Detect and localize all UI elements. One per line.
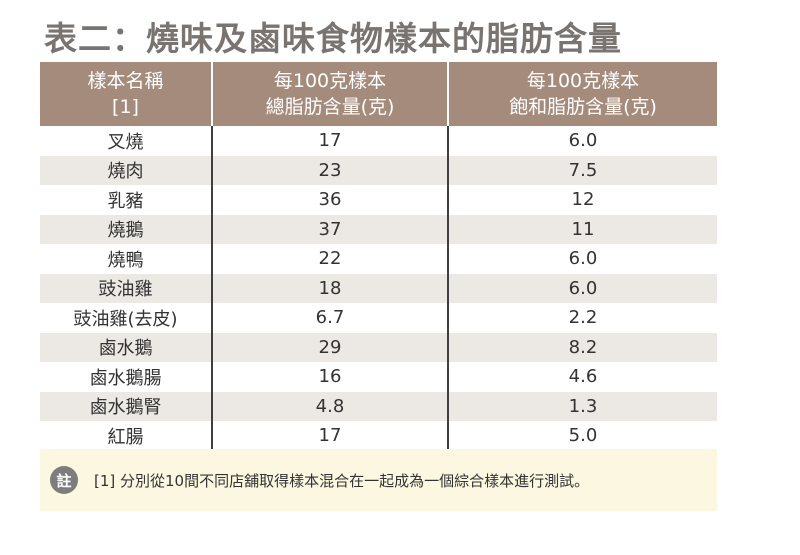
table-row: 豉油雞 18 6.0 <box>40 273 717 303</box>
cell-saturated-fat: 6.0 <box>447 126 717 156</box>
cell-saturated-fat: 12 <box>447 185 717 215</box>
cell-total-fat: 22 <box>211 244 448 274</box>
cell-sample-name: 豉油雞(去皮) <box>40 303 212 333</box>
table-row: 乳豬 36 12 <box>40 185 717 215</box>
table-row: 燒鴨 22 6.0 <box>40 244 717 274</box>
table-row: 豉油雞(去皮) 6.7 2.2 <box>40 303 717 333</box>
cell-sample-name: 鹵水鵝 <box>40 332 212 362</box>
cell-sample-name: 乳豬 <box>40 185 212 215</box>
page-title: 表二：燒味及鹵味食物樣本的脂肪含量 <box>44 19 622 58</box>
cell-total-fat: 4.8 <box>211 391 448 421</box>
table-header-row: 樣本名稱 [1] 每100克樣本 總脂肪含量(克) 每100克樣本 飽和脂肪含量… <box>40 62 717 126</box>
cell-total-fat: 23 <box>211 155 448 185</box>
table-row: 燒肉 23 7.5 <box>40 155 717 185</box>
table-row: 鹵水鵝 29 8.2 <box>40 332 717 362</box>
cell-total-fat: 36 <box>211 185 448 215</box>
cell-total-fat: 6.7 <box>211 303 448 333</box>
cell-saturated-fat: 6.0 <box>447 244 717 274</box>
header-total-fat-line2: 總脂肪含量(克) <box>265 96 395 118</box>
cell-saturated-fat: 6.0 <box>447 273 717 303</box>
fat-content-table: 樣本名稱 [1] 每100克樣本 總脂肪含量(克) 每100克樣本 飽和脂肪含量… <box>40 62 717 451</box>
cell-saturated-fat: 5.0 <box>447 421 717 451</box>
cell-sample-name: 燒鴨 <box>40 244 212 274</box>
cell-saturated-fat: 7.5 <box>447 155 717 185</box>
header-saturated-fat-line1: 每100克樣本 <box>526 70 640 92</box>
cell-total-fat: 29 <box>211 332 448 362</box>
table-row: 燒鵝 37 11 <box>40 214 717 244</box>
table-row: 鹵水鵝腎 4.8 1.3 <box>40 391 717 421</box>
note-badge-icon: 註 <box>50 466 78 494</box>
table-row: 叉燒 17 6.0 <box>40 126 717 156</box>
header-sample-name: 樣本名稱 [1] <box>40 62 212 126</box>
header-total-fat: 每100克樣本 總脂肪含量(克) <box>211 62 448 126</box>
header-saturated-fat-line2: 飽和脂肪含量(克) <box>509 96 657 118</box>
header-sample-name-line2: [1] <box>112 96 139 118</box>
cell-sample-name: 紅腸 <box>40 421 212 451</box>
header-sample-name-line1: 樣本名稱 <box>87 70 164 92</box>
header-total-fat-line1: 每100克樣本 <box>273 70 387 92</box>
cell-total-fat: 17 <box>211 126 448 156</box>
cell-sample-name: 叉燒 <box>40 126 212 156</box>
cell-sample-name: 鹵水鵝腎 <box>40 391 212 421</box>
cell-saturated-fat: 2.2 <box>447 303 717 333</box>
cell-sample-name: 燒鵝 <box>40 214 212 244</box>
cell-saturated-fat: 1.3 <box>447 391 717 421</box>
cell-total-fat: 17 <box>211 421 448 451</box>
cell-saturated-fat: 4.6 <box>447 362 717 392</box>
cell-sample-name: 鹵水鵝腸 <box>40 362 212 392</box>
cell-sample-name: 燒肉 <box>40 155 212 185</box>
table-row: 鹵水鵝腸 16 4.6 <box>40 362 717 392</box>
footnote-box: 註 [1] 分別從10間不同店舖取得樣本混合在一起成為一個綜合樣本進行測試。 <box>40 449 717 511</box>
cell-total-fat: 18 <box>211 273 448 303</box>
cell-saturated-fat: 8.2 <box>447 332 717 362</box>
cell-saturated-fat: 11 <box>447 214 717 244</box>
header-saturated-fat: 每100克樣本 飽和脂肪含量(克) <box>447 62 717 126</box>
cell-sample-name: 豉油雞 <box>40 273 212 303</box>
footnote-text: [1] 分別從10間不同店舖取得樣本混合在一起成為一個綜合樣本進行測試。 <box>94 471 590 490</box>
cell-total-fat: 16 <box>211 362 448 392</box>
cell-total-fat: 37 <box>211 214 448 244</box>
table-row: 紅腸 17 5.0 <box>40 421 717 451</box>
